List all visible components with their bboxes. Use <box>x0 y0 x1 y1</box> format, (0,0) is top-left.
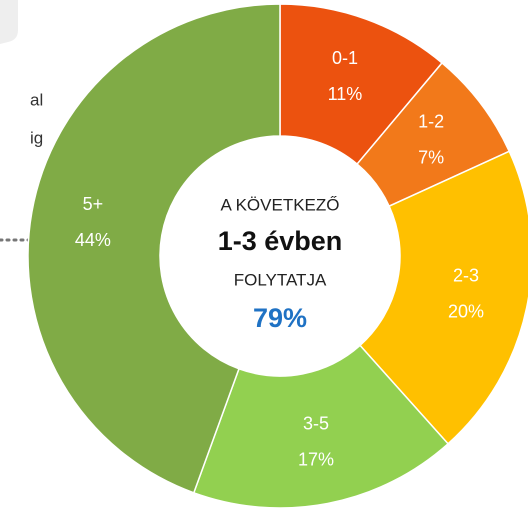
center-text: FOLYTATJA <box>234 270 327 289</box>
slice <box>358 150 528 445</box>
center-text: A KÖVETKEZŐ <box>220 195 339 214</box>
slice-category: 3-5 <box>303 413 329 433</box>
slice <box>27 3 281 494</box>
slice-label: 11% <box>328 84 363 104</box>
slice-category: 5+ <box>83 194 104 214</box>
slice-label: 20% <box>448 302 484 322</box>
slice-category: 2-3 <box>453 266 479 286</box>
slice-label: 17% <box>298 449 334 469</box>
slice <box>192 344 450 509</box>
side-text: al <box>30 90 43 109</box>
side-text: ig <box>30 128 43 147</box>
center-text: 79% <box>253 303 307 333</box>
slice-label: 44% <box>75 230 111 250</box>
slice-category: 0-1 <box>332 48 358 68</box>
slice-label: 7% <box>418 148 444 168</box>
center-text: 1-3 évben <box>218 226 343 256</box>
donut: 0-1 11% 1-2 7% 2-3 20% 3-5 17% 5+ 44% <box>27 3 528 509</box>
corner-shape <box>0 0 18 44</box>
slice-category: 1-2 <box>418 112 444 132</box>
